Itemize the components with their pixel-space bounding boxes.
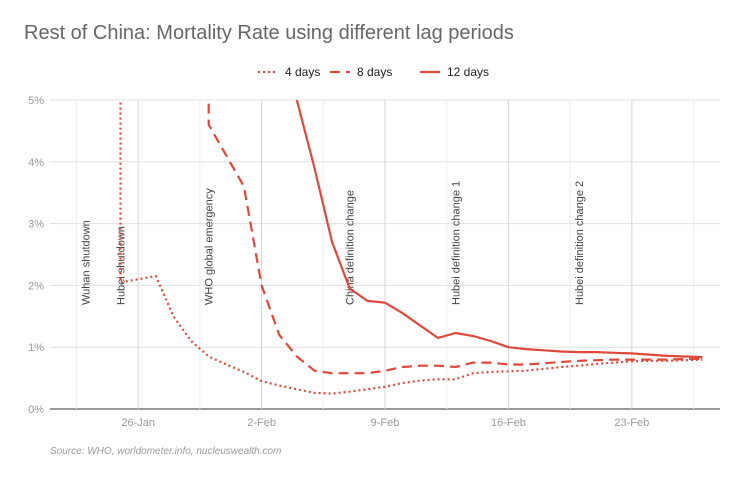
x-tick-label: 2-Feb <box>247 417 276 429</box>
y-tick-label: 0% <box>28 404 44 416</box>
annotation-label: WHO global emergency <box>204 188 216 305</box>
x-tick-label: 26-Jan <box>121 417 155 429</box>
annotation-label: China definition change <box>345 190 357 305</box>
y-tick-label: 5% <box>28 95 44 107</box>
y-tick-label: 1% <box>28 342 44 354</box>
y-axis-ticks: 0% 1% 2% 3% 4% 5% <box>28 95 44 416</box>
legend-label: 8 days <box>357 65 392 79</box>
chart-title: Rest of China: Mortality Rate using diff… <box>24 22 514 44</box>
series-line-8-days <box>207 100 703 375</box>
legend: 4 days 8 days 12 days <box>258 65 489 79</box>
y-tick-label: 2% <box>28 280 44 292</box>
y-tick-label: 3% <box>28 219 44 231</box>
series-line-12-days <box>295 100 703 359</box>
series-lines <box>119 100 703 395</box>
annotation-label: Wuhan shutdown <box>80 220 92 305</box>
x-tick-label: 23-Feb <box>614 417 649 429</box>
x-axis-ticks: 26-Jan 2-Feb 9-Feb 16-Feb 23-Feb <box>121 417 649 429</box>
event-annotations: Wuhan shutdown Hubei shutdown WHO global e… <box>80 181 586 305</box>
series-line-4-days <box>119 100 703 395</box>
y-tick-label: 4% <box>28 157 44 169</box>
x-tick-label: 16-Feb <box>491 417 526 429</box>
annotation-label: Hubei definition change 2 <box>574 181 586 305</box>
annotation-label: Hubei shutdown <box>116 226 128 305</box>
legend-label: 4 days <box>285 65 320 79</box>
x-tick-label: 9-Feb <box>371 417 400 429</box>
legend-label: 12 days <box>447 65 489 79</box>
source-note: Source: WHO, worldometer.info, nucleuswe… <box>50 446 282 457</box>
annotation-label: Hubei definition change 1 <box>451 181 463 305</box>
gridlines <box>50 99 720 410</box>
